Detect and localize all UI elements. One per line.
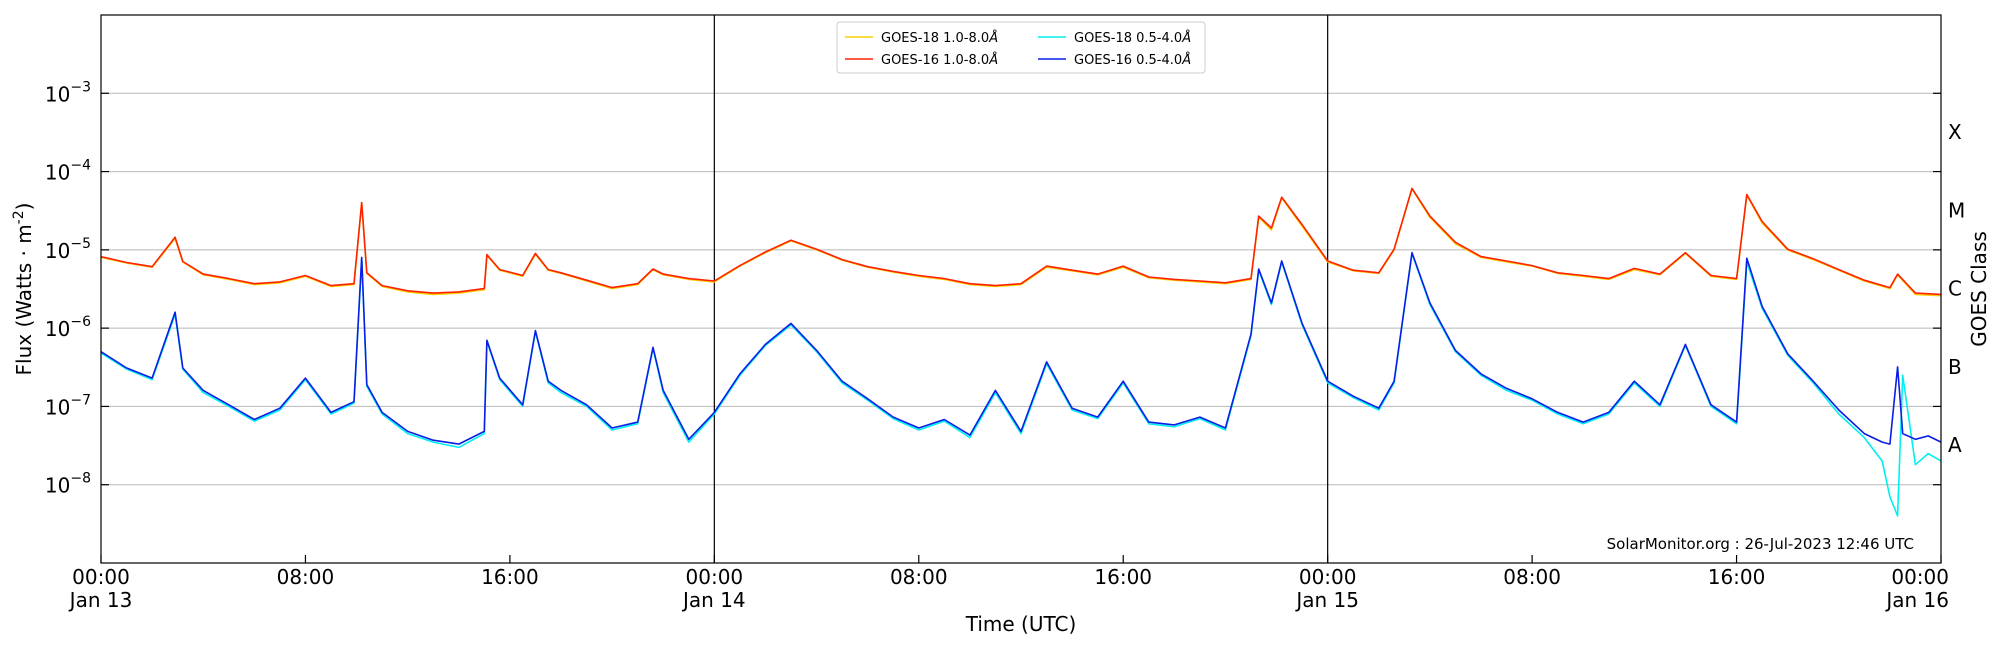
right-axis-title: GOES Class — [1967, 231, 1991, 347]
plot-frame — [100, 14, 1942, 564]
y-tick-exponent: −7 — [70, 392, 91, 408]
y-tick-label: 10−6 — [45, 314, 91, 341]
y-axis-ticks: 10−810−710−610−510−410−3 — [45, 79, 1941, 498]
legend-label-unit: Å — [1181, 52, 1191, 68]
x-tick-time-label: 16:00 — [481, 565, 539, 589]
credit-text: SolarMonitor.org : 26-Jul-2023 12:46 UTC — [1607, 535, 1914, 553]
series-line — [100, 251, 1942, 445]
day-boundaries — [713, 15, 1329, 563]
legend-label: GOES-16 0.5-4.0Å — [1074, 52, 1191, 68]
y-tick-exponent: −5 — [70, 236, 91, 252]
y-tick-base: 10 — [45, 395, 70, 419]
y-tick-label: 10−3 — [45, 79, 91, 106]
y-tick-label: 10−4 — [45, 158, 91, 185]
legend-label: GOES-18 1.0-8.0Å — [881, 30, 998, 46]
x-axis-title: Time (UTC) — [965, 612, 1077, 636]
x-tick-time-label: 08:00 — [277, 565, 335, 589]
y-tick-exponent: −3 — [70, 79, 91, 95]
y-tick-exponent: −4 — [70, 158, 91, 174]
x-tick-date-label: Jan 14 — [681, 588, 746, 612]
y-tick-base: 10 — [45, 82, 70, 106]
legend-label: GOES-18 0.5-4.0Å — [1074, 30, 1191, 46]
x-tick-date-label: Jan 13 — [68, 588, 133, 612]
grid-lines — [101, 92, 1941, 486]
series-line — [100, 188, 1942, 297]
legend-box — [836, 21, 1206, 74]
y-tick-label: 10−8 — [45, 471, 91, 498]
y-axis-title-sup: -2 — [11, 210, 27, 224]
y-tick-label: 10−5 — [45, 236, 91, 263]
y-tick-base: 10 — [45, 317, 70, 341]
y-tick-base: 10 — [45, 161, 70, 185]
x-tick-time-label: 16:00 — [1094, 565, 1152, 589]
x-tick-date-label: Jan 15 — [1294, 588, 1359, 612]
legend-label-name: GOES-18 0.5-4.0 — [1074, 31, 1182, 46]
goes-class-axis: A B C M X — [1948, 120, 1965, 457]
x-tick-time-label: 00:00 — [686, 565, 744, 589]
series-lines — [100, 187, 1942, 517]
goes-class-label: C — [1948, 277, 1962, 301]
y-axis-title: Flux (Watts · m-2) — [11, 203, 36, 376]
x-tick-time-label: 08:00 — [890, 565, 948, 589]
goes-class-label: B — [1948, 355, 1962, 379]
y-tick-base: 10 — [45, 239, 70, 263]
y-tick-base: 10 — [45, 474, 70, 498]
legend-label-unit: Å — [1181, 30, 1191, 46]
goes-class-label: X — [1948, 120, 1962, 144]
legend-label-name: GOES-18 1.0-8.0 — [881, 31, 989, 46]
y-tick-exponent: −8 — [70, 471, 91, 487]
legend-label-name: GOES-16 1.0-8.0 — [881, 53, 989, 68]
legend-label-name: GOES-16 0.5-4.0 — [1074, 53, 1182, 68]
goes-class-label: A — [1948, 433, 1962, 457]
y-axis-title-close: ) — [12, 203, 36, 211]
y-tick-label: 10−7 — [45, 392, 91, 419]
series-line — [100, 187, 1942, 296]
x-tick-time-label: 00:00 — [72, 565, 130, 589]
y-axis-title-main: Flux (Watts · m — [12, 224, 36, 375]
legend-label-unit: Å — [988, 30, 998, 46]
x-tick-time-label: 16:00 — [1708, 565, 1766, 589]
goes-class-label: M — [1948, 198, 1965, 222]
x-tick-date-label: Jan 16 — [1884, 588, 1949, 612]
legend-label: GOES-16 1.0-8.0Å — [881, 52, 998, 68]
x-tick-time-label: 08:00 — [1503, 565, 1561, 589]
y-tick-exponent: −6 — [70, 314, 91, 330]
x-tick-time-label: 00:00 — [1891, 565, 1949, 589]
x-tick-time-label: 00:00 — [1299, 565, 1357, 589]
legend-label-unit: Å — [988, 52, 998, 68]
